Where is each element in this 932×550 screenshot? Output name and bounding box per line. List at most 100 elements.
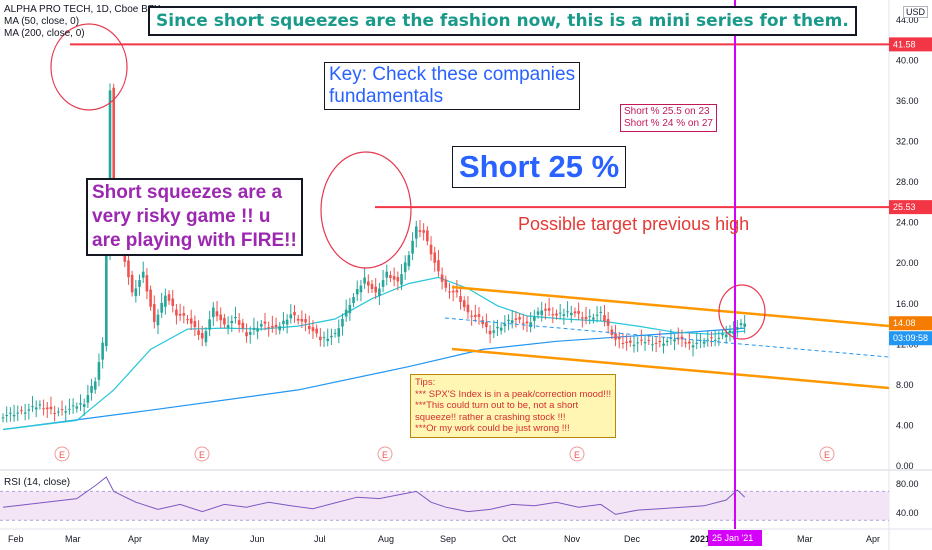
title-annotation[interactable]: Since short squeezes are the fashion now… (148, 6, 857, 36)
candle-body (684, 342, 687, 344)
x-tick-label: Jun (250, 534, 265, 544)
key-annotation[interactable]: Key: Check these companies fundamentals (324, 62, 581, 110)
candle-body (706, 339, 710, 341)
candle-body (260, 324, 263, 327)
candle-body (344, 309, 348, 317)
earnings-marker (819, 446, 835, 462)
candle-body (223, 317, 226, 325)
candle-body (651, 344, 654, 346)
candle-body (451, 290, 455, 293)
candle-body (337, 328, 341, 337)
candle-body (31, 406, 34, 408)
candle-body (614, 333, 617, 340)
candle-body (669, 337, 673, 339)
price-label-bg (889, 316, 932, 331)
candle-body (248, 332, 252, 335)
symbol-label: ALPHA PRO TECH, 1D, Cboe BZX (4, 4, 161, 15)
x-tick-label: Mar (797, 534, 813, 544)
candle-body (370, 284, 374, 289)
x-tick-label: Apr (128, 534, 142, 544)
candle-body (75, 406, 79, 409)
short-interest-note[interactable]: Short % 25.5 on 23 Short % 24 % on 27 (620, 104, 717, 132)
candle-body (577, 311, 580, 314)
candle-body (459, 296, 462, 303)
date-marker-bg (708, 530, 762, 546)
candle-body (496, 326, 499, 329)
candle-body (400, 274, 403, 285)
tips-annotation[interactable]: Tips: *** SPX'S Index is in a peak/corre… (410, 374, 617, 438)
candle-body (20, 410, 23, 412)
x-tick-label: Oct (502, 534, 517, 544)
candle-body (462, 300, 466, 308)
candle-body (164, 295, 167, 307)
candle-body (544, 308, 547, 311)
candle-body (293, 312, 296, 316)
candle-body (12, 414, 16, 417)
candle-body (658, 340, 662, 343)
candle-body (485, 322, 488, 327)
candle-body (237, 320, 241, 325)
squeeze-warning-annotation[interactable]: Short squeezes are a very risky game !! … (86, 178, 303, 256)
candle-body (160, 302, 163, 313)
candle-body (581, 317, 584, 319)
candle-body (326, 338, 330, 342)
candle-body (403, 262, 407, 273)
tips-line-3: squeeze!! rather a crashing stock !!! (415, 411, 566, 423)
candle-body (688, 341, 691, 344)
ma50-legend[interactable]: MA (50, close, 0) (4, 16, 79, 28)
candle-body (444, 279, 448, 288)
candle-body (101, 342, 104, 360)
rsi-legend[interactable]: RSI (14, close) (4, 477, 70, 488)
candle-body (322, 337, 326, 339)
candle-body (256, 328, 259, 332)
earnings-label: E (59, 450, 65, 460)
candle-body (374, 286, 377, 293)
candle-body (739, 323, 743, 325)
candle-body (105, 254, 108, 347)
candle-body (138, 280, 141, 287)
symbol-legend[interactable]: ALPHA PRO TECH, 1D, Cboe BZX (4, 4, 161, 16)
candle-body (60, 409, 64, 411)
candle-body (732, 331, 735, 335)
candle-body (355, 289, 359, 295)
candle-body (367, 281, 370, 286)
candle-body (79, 403, 82, 405)
currency-badge[interactable]: USD (903, 6, 929, 18)
candle-body (186, 319, 189, 321)
candle-body (127, 260, 130, 278)
candle-body (407, 255, 411, 267)
candle-body (488, 330, 492, 335)
y-tick-label: 4.00 (896, 420, 914, 430)
candle-body (71, 405, 75, 407)
earnings-label: E (824, 450, 830, 460)
candle-body (566, 311, 569, 313)
candle-body (728, 330, 732, 333)
candle-body (97, 362, 101, 380)
candle-body (68, 408, 71, 410)
candle-body (82, 404, 86, 407)
candle-body (278, 326, 282, 331)
short-percent-annotation[interactable]: Short 25 % (452, 146, 627, 188)
candle-body (156, 314, 160, 326)
candle-body (311, 327, 315, 332)
price-label: 25.53 (893, 202, 916, 212)
candle-body (49, 406, 53, 410)
candle-body (226, 324, 230, 328)
ma200-legend[interactable]: MA (200, close, 0) (4, 28, 85, 40)
x-tick-label: Dec (624, 534, 641, 544)
candle-body (348, 304, 352, 314)
candle-body (426, 230, 429, 242)
candle-body (389, 275, 392, 278)
candle-body (271, 325, 274, 328)
candle-body (569, 312, 573, 316)
candle-body (53, 412, 56, 414)
date-marker-label: 25 Jan '21 (712, 533, 753, 543)
tips-line-4: ***Or my work could be just wrong !!! (415, 423, 570, 434)
target-annotation[interactable]: Possible target previous high (518, 214, 750, 234)
candle-body (9, 412, 12, 414)
candle-body (212, 307, 215, 318)
candle-body (182, 313, 186, 316)
x-tick-label: Apr (866, 534, 880, 544)
y-tick-label: 8.00 (896, 380, 914, 390)
y-tick-label: 20.00 (896, 258, 919, 268)
